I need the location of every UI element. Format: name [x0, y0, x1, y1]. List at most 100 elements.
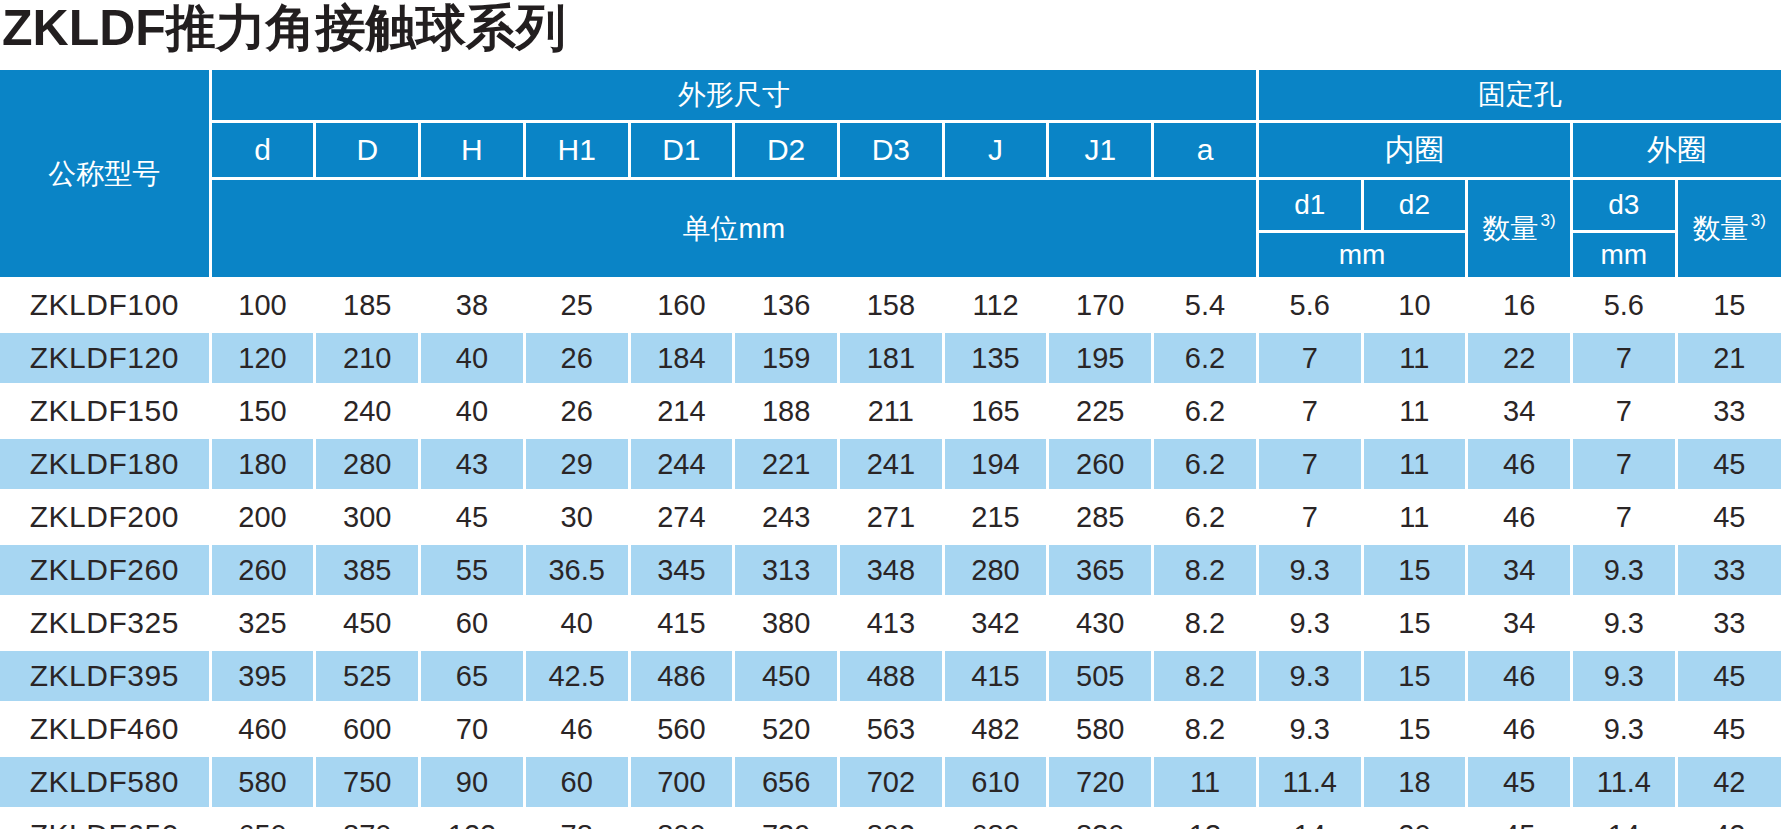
header-col-d2: d2 — [1362, 179, 1467, 232]
value-cell: 7 — [1257, 332, 1362, 385]
value-cell: 800 — [629, 809, 734, 829]
model-cell: ZKLDF100 — [0, 279, 210, 332]
value-cell: 240 — [315, 385, 420, 438]
value-cell: 38 — [420, 279, 525, 332]
qty-footnote-marker: 3) — [1751, 211, 1766, 230]
model-cell: ZKLDF120 — [0, 332, 210, 385]
value-cell: 5.4 — [1153, 279, 1258, 332]
value-cell: 15 — [1676, 279, 1781, 332]
header-fixing-holes-group: 固定孔 — [1257, 70, 1781, 122]
header-col-D3: D3 — [838, 122, 943, 179]
value-cell: 100 — [210, 279, 315, 332]
value-cell: 158 — [838, 279, 943, 332]
value-cell: 413 — [838, 597, 943, 650]
value-cell: 40 — [420, 385, 525, 438]
value-cell: 45 — [1676, 650, 1781, 703]
value-cell: 10 — [1362, 279, 1467, 332]
value-cell: 15 — [1362, 544, 1467, 597]
value-cell: 560 — [629, 703, 734, 756]
value-cell: 78 — [524, 809, 629, 829]
value-cell: 122 — [420, 809, 525, 829]
value-cell: 55 — [420, 544, 525, 597]
table-row: ZKLDF3953955256542.54864504884155058.29.… — [0, 650, 1781, 703]
value-cell: 505 — [1048, 650, 1153, 703]
value-cell: 200 — [210, 491, 315, 544]
value-cell: 244 — [629, 438, 734, 491]
value-cell: 42 — [1676, 809, 1781, 829]
value-cell: 274 — [629, 491, 734, 544]
value-cell: 580 — [1048, 703, 1153, 756]
value-cell: 488 — [838, 650, 943, 703]
model-cell: ZKLDF460 — [0, 703, 210, 756]
value-cell: 43 — [420, 438, 525, 491]
value-cell: 285 — [1048, 491, 1153, 544]
header-row-subcolumns: 单位mm d1 d2 数量3) d3 数量3) — [0, 179, 1781, 232]
value-cell: 33 — [1676, 544, 1781, 597]
value-cell: 210 — [315, 332, 420, 385]
value-cell: 42 — [1676, 756, 1781, 809]
header-inner-mm: mm — [1257, 232, 1466, 279]
value-cell: 702 — [838, 756, 943, 809]
value-cell: 15 — [1362, 703, 1467, 756]
value-cell: 11 — [1362, 332, 1467, 385]
value-cell: 90 — [420, 756, 525, 809]
value-cell: 180 — [210, 438, 315, 491]
value-cell: 5.6 — [1572, 279, 1677, 332]
header-col-J1: J1 — [1048, 122, 1153, 179]
value-cell: 385 — [315, 544, 420, 597]
value-cell: 26 — [524, 332, 629, 385]
value-cell: 720 — [1048, 756, 1153, 809]
value-cell: 46 — [1467, 438, 1572, 491]
value-cell: 7 — [1572, 438, 1677, 491]
value-cell: 46 — [1467, 703, 1572, 756]
value-cell: 195 — [1048, 332, 1153, 385]
value-cell: 45 — [420, 491, 525, 544]
value-cell: 7 — [1257, 438, 1362, 491]
table-body: ZKLDF10010018538251601361581121705.45.61… — [0, 279, 1781, 829]
value-cell: 7 — [1572, 332, 1677, 385]
value-cell: 18 — [1362, 756, 1467, 809]
value-cell: 680 — [943, 809, 1048, 829]
value-cell: 8.2 — [1153, 650, 1258, 703]
value-cell: 45 — [1676, 703, 1781, 756]
value-cell: 482 — [943, 703, 1048, 756]
value-cell: 188 — [734, 385, 839, 438]
value-cell: 11.4 — [1257, 756, 1362, 809]
header-col-D2: D2 — [734, 122, 839, 179]
value-cell: 450 — [734, 650, 839, 703]
value-cell: 739 — [734, 809, 839, 829]
header-col-d1: d1 — [1257, 179, 1362, 232]
value-cell: 184 — [629, 332, 734, 385]
header-col-d3: d3 — [1572, 179, 1677, 232]
catalog-page: ZKLDF推力角接触球系列 公称型号 外形尺寸 固定孔 d D H H1 D1 … — [0, 0, 1781, 829]
value-cell: 40 — [420, 332, 525, 385]
header-col-D: D — [315, 122, 420, 179]
value-cell: 8.2 — [1153, 544, 1258, 597]
table-row: ZKLDF65065087012278800739802680830131420… — [0, 809, 1781, 829]
value-cell: 700 — [629, 756, 734, 809]
value-cell: 214 — [629, 385, 734, 438]
value-cell: 34 — [1467, 544, 1572, 597]
value-cell: 563 — [838, 703, 943, 756]
value-cell: 656 — [734, 756, 839, 809]
value-cell: 580 — [210, 756, 315, 809]
value-cell: 9.3 — [1572, 703, 1677, 756]
value-cell: 342 — [943, 597, 1048, 650]
table-row: ZKLDF20020030045302742432712152856.27114… — [0, 491, 1781, 544]
value-cell: 135 — [943, 332, 1048, 385]
value-cell: 7 — [1572, 491, 1677, 544]
value-cell: 45 — [1467, 809, 1572, 829]
value-cell: 29 — [524, 438, 629, 491]
header-col-D1: D1 — [629, 122, 734, 179]
value-cell: 45 — [1676, 438, 1781, 491]
value-cell: 11 — [1153, 756, 1258, 809]
value-cell: 11 — [1362, 438, 1467, 491]
value-cell: 9.3 — [1257, 544, 1362, 597]
value-cell: 11 — [1362, 385, 1467, 438]
value-cell: 160 — [629, 279, 734, 332]
header-outer-mm: mm — [1572, 232, 1677, 279]
value-cell: 6.2 — [1153, 438, 1258, 491]
value-cell: 170 — [1048, 279, 1153, 332]
value-cell: 870 — [315, 809, 420, 829]
value-cell: 136 — [734, 279, 839, 332]
